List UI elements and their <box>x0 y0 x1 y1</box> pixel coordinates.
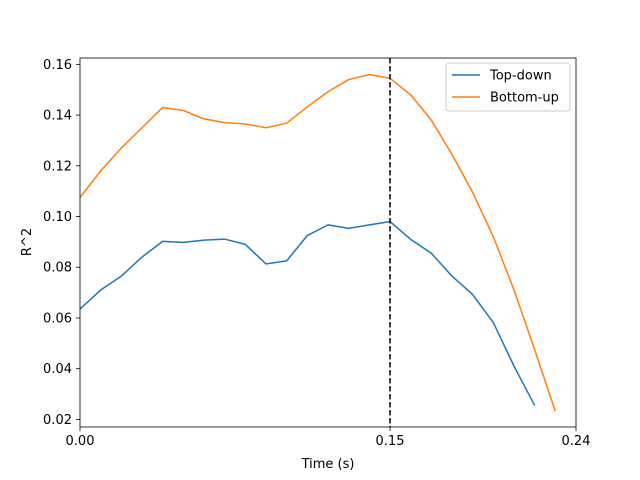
y-tick-label: 0.04 <box>43 362 72 377</box>
y-tick-label: 0.14 <box>43 109 72 124</box>
y-axis-label: R^2 <box>20 228 35 256</box>
y-tick-label: 0.08 <box>43 261 72 276</box>
y-tick-label: 0.12 <box>43 159 72 174</box>
x-tick-label: 0.24 <box>562 434 591 449</box>
plot-area <box>79 58 557 427</box>
y-tick-label: 0.06 <box>43 311 72 326</box>
x-axis-label: Time (s) <box>301 457 355 472</box>
y-tick-label: 0.10 <box>43 210 72 225</box>
series-line-top-down <box>79 220 536 406</box>
series-line-bottom-up <box>79 73 557 412</box>
axes-frame <box>79 57 577 428</box>
legend: Top-down Bottom-up <box>445 62 571 112</box>
axes: 0.00 0.15 0.24 0.02 0.04 0.06 0.08 0.10 0.12 0.14… <box>43 57 591 449</box>
y-tick-label: 0.16 <box>43 58 72 73</box>
x-tick-label: 0.15 <box>376 434 405 449</box>
legend-label-top-down: Top-down <box>489 69 552 84</box>
y-tick-label: 0.02 <box>43 413 72 428</box>
x-tick-label: 0.00 <box>66 434 95 449</box>
legend-label-bottom-up: Bottom-up <box>490 91 559 106</box>
